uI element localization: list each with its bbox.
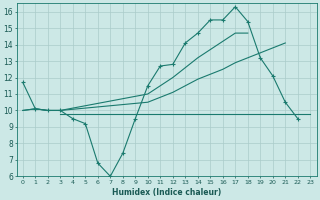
X-axis label: Humidex (Indice chaleur): Humidex (Indice chaleur) — [112, 188, 221, 197]
